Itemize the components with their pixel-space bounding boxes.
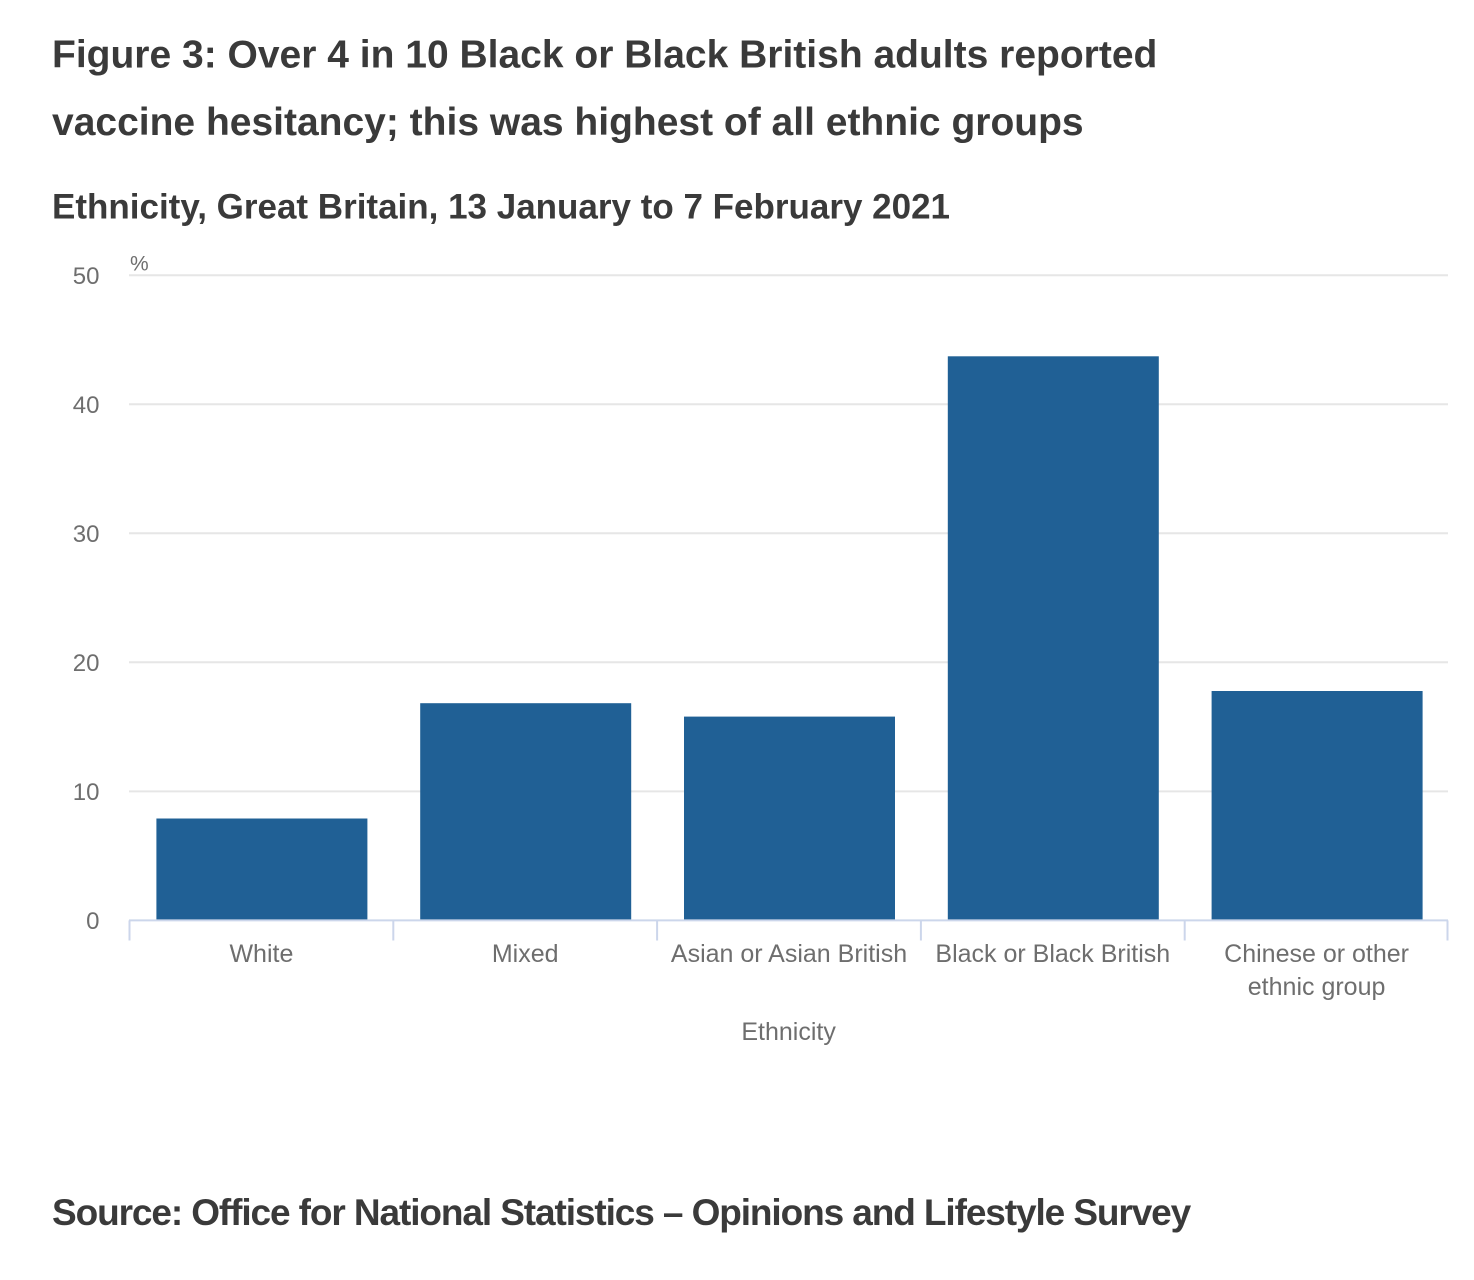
svg-text:10: 10 [73, 779, 100, 806]
svg-text:Ethnicity: Ethnicity [741, 1018, 836, 1046]
svg-text:Figure 3: Over 4 in 10 Black o: Figure 3: Over 4 in 10 Black or Black Br… [52, 34, 1157, 77]
svg-text:Black or Black British: Black or Black British [935, 940, 1170, 968]
svg-text:ethnic group: ethnic group [1248, 973, 1386, 1001]
svg-text:White: White [229, 940, 293, 968]
svg-text:30: 30 [73, 521, 100, 548]
svg-text:Source: Office for National St: Source: Office for National Statistics –… [52, 1192, 1192, 1233]
svg-text:0: 0 [86, 908, 99, 935]
svg-text:40: 40 [73, 392, 100, 419]
svg-text:50: 50 [73, 263, 100, 290]
svg-text:Ethnicity, Great Britain, 13 J: Ethnicity, Great Britain, 13 January to … [52, 187, 950, 226]
svg-text:vaccine hesitancy; this was hi: vaccine hesitancy; this was highest of a… [52, 101, 1084, 144]
svg-text:%: % [130, 252, 149, 275]
svg-text:Asian or Asian British: Asian or Asian British [671, 940, 907, 968]
svg-text:Chinese or other: Chinese or other [1224, 940, 1409, 968]
svg-text:Mixed: Mixed [492, 940, 559, 968]
svg-text:20: 20 [73, 650, 100, 677]
